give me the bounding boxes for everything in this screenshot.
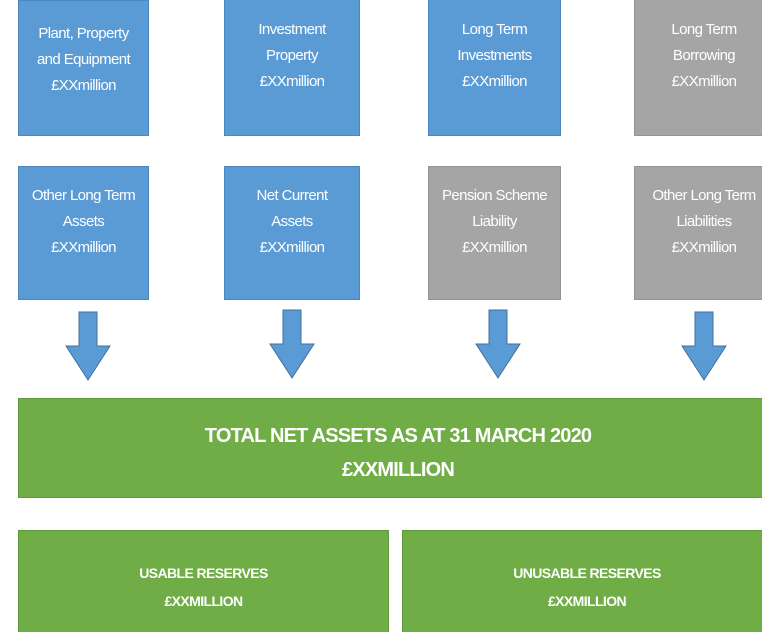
box-text: £XXMILLION <box>341 459 455 481</box>
box-text: £XXmillion <box>671 73 737 90</box>
box-text: TOTAL NET ASSETS AS AT 31 MARCH 2020 <box>204 425 592 447</box>
box-text: and Equipment <box>36 51 131 68</box>
arrow <box>65 311 111 381</box>
box: Net Current Assets £XXmillion <box>224 166 360 300</box>
box-text: Other Long Term <box>652 187 756 204</box>
box-text: Liability <box>472 213 517 230</box>
box: Long Term Investments £XXmillion <box>428 0 561 136</box>
box: Other Long Term Liabilities £XXmillion <box>634 166 762 300</box>
box-text: Pension Scheme <box>441 187 548 204</box>
reserve-box: USABLE RESERVES £XXMILLION <box>18 530 389 632</box>
box-text: Liabilities <box>676 213 732 230</box>
arrow <box>681 311 727 381</box>
box: Investment Property £XXmillion <box>224 0 360 136</box>
box-text: Net Current <box>256 187 329 204</box>
box-text: Investment <box>258 21 326 38</box>
box-text: UNUSABLE RESERVES <box>513 565 661 581</box>
box-text: Assets <box>62 213 105 230</box>
box-text: £XXmillion <box>51 77 116 94</box>
box-text: Other Long Term <box>31 187 136 204</box>
box-text: £XXMILLION <box>547 593 627 609</box>
box-text: Plant, Property <box>38 25 129 42</box>
box: Other Long Term Assets £XXmillion <box>18 166 149 300</box>
arrow <box>475 309 521 379</box>
total-box: TOTAL NET ASSETS AS AT 31 MARCH 2020 £XXM… <box>18 398 762 498</box>
box: Pension Scheme Liability £XXmillion <box>428 166 561 300</box>
box: Plant, Property and Equipment £XXmillion <box>18 0 149 136</box>
box-text: £XXmillion <box>259 239 325 256</box>
box-text: £XXmillion <box>462 239 527 256</box>
box: Long Term Borrowing £XXmillion <box>634 0 762 136</box>
box-text: Long Term <box>671 21 737 38</box>
box-text: £XXmillion <box>51 239 116 256</box>
reserve-box: UNUSABLE RESERVES £XXMILLION <box>402 530 762 632</box>
box-text: Borrowing <box>672 47 736 64</box>
arrow <box>269 309 315 379</box>
box-text: £XXmillion <box>259 73 325 90</box>
box-text: Investments <box>457 47 532 64</box>
box-text: USABLE RESERVES <box>139 565 268 581</box>
box-text: £XXMILLION <box>164 593 243 609</box>
box-text: Long Term <box>461 21 528 38</box>
box-text: Property <box>266 47 318 64</box>
box-text: £XXmillion <box>462 73 527 90</box>
box-text: £XXmillion <box>671 239 737 256</box>
box-text: Assets <box>271 213 313 230</box>
